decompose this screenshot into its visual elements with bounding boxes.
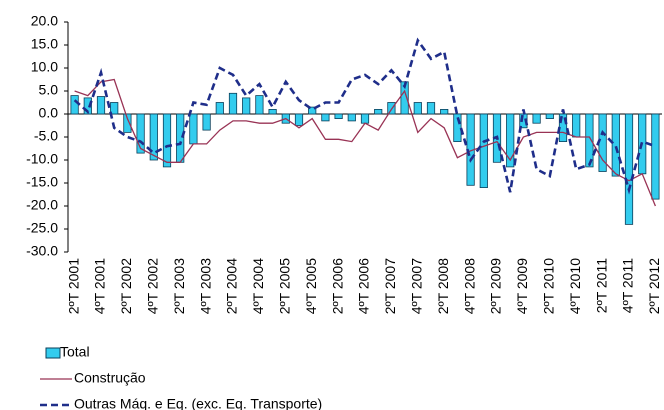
x-tick-label: 4ºT 2008 bbox=[461, 258, 477, 314]
x-tick-label: 2ºT 2003 bbox=[171, 258, 187, 314]
x-tick-label: 4ºT 2001 bbox=[92, 258, 108, 314]
y-tick-label: -5.0 bbox=[34, 128, 58, 144]
bar bbox=[426, 102, 436, 115]
legend-label: Total bbox=[60, 344, 90, 360]
x-tick-label: 2ºT 2005 bbox=[277, 258, 293, 314]
y-tick-label: -10.0 bbox=[26, 151, 58, 167]
series-line bbox=[73, 37, 656, 195]
bar bbox=[189, 113, 198, 145]
x-tick-label: 2ºT 2012 bbox=[646, 258, 662, 314]
x-tick-label: 4ºT 2002 bbox=[145, 258, 161, 314]
x-tick-label: 2ºT 2009 bbox=[488, 258, 504, 314]
y-tick-label: -15.0 bbox=[26, 174, 58, 190]
bar bbox=[321, 113, 330, 122]
bar bbox=[440, 109, 449, 115]
bar bbox=[506, 113, 515, 168]
x-tick-label: 2ºT 2008 bbox=[435, 258, 451, 314]
y-tick-label: 0.0 bbox=[39, 105, 59, 121]
x-tick-label: 4ºT 2005 bbox=[303, 258, 319, 314]
bar bbox=[202, 113, 211, 131]
bar bbox=[110, 102, 119, 115]
bar bbox=[360, 113, 370, 124]
bar bbox=[162, 113, 172, 168]
y-tick-label: 15.0 bbox=[31, 36, 58, 52]
bar bbox=[479, 113, 488, 188]
bar bbox=[70, 95, 79, 115]
x-tick-label: 2ºT 2007 bbox=[382, 258, 398, 314]
x-tick-label: 4ºT 2011 bbox=[620, 258, 636, 313]
y-tick-label: 5.0 bbox=[39, 82, 59, 98]
y-tick-label: 20.0 bbox=[31, 13, 58, 29]
x-tick-label: 4ºT 2009 bbox=[514, 258, 530, 314]
y-tick-label: -25.0 bbox=[26, 220, 58, 236]
bar bbox=[347, 113, 356, 122]
bar bbox=[585, 113, 594, 168]
x-tick-label: 2ºT 2001 bbox=[65, 258, 81, 314]
x-tick-label: 2ºT 2004 bbox=[224, 258, 240, 314]
bar bbox=[96, 96, 106, 115]
bar bbox=[611, 113, 620, 177]
x-tick-label: 4ºT 2003 bbox=[197, 258, 213, 314]
bar bbox=[624, 113, 634, 225]
legend-swatch bbox=[45, 347, 61, 359]
bar bbox=[149, 113, 158, 161]
bar bbox=[268, 109, 277, 115]
x-tick-label: 4ºT 2010 bbox=[567, 258, 583, 314]
bar bbox=[413, 102, 422, 115]
bar bbox=[572, 113, 581, 138]
bar bbox=[176, 113, 185, 163]
x-tick-label: 2ºT 2006 bbox=[329, 258, 345, 314]
x-tick-label: 4ºT 2006 bbox=[356, 258, 372, 314]
bar bbox=[83, 97, 92, 115]
x-tick-label: 4ºT 2004 bbox=[250, 258, 266, 314]
bar bbox=[308, 106, 317, 115]
x-tick-label: 2ºT 2002 bbox=[118, 258, 134, 314]
bar bbox=[545, 113, 554, 119]
bar bbox=[374, 109, 383, 115]
legend-label: Outras Máq. e Eq. (exc. Eq. Transporte) bbox=[74, 396, 322, 410]
bar bbox=[242, 97, 251, 115]
bar bbox=[532, 113, 541, 124]
series-line bbox=[74, 78, 657, 207]
y-tick-label: 10.0 bbox=[31, 59, 58, 75]
bar bbox=[387, 102, 396, 115]
y-tick-label: -30.0 bbox=[26, 243, 58, 259]
bar bbox=[294, 113, 304, 126]
bar bbox=[334, 113, 343, 119]
bar bbox=[123, 113, 132, 133]
x-tick-label: 4ºT 2007 bbox=[409, 258, 425, 314]
bar bbox=[453, 113, 462, 143]
bar bbox=[651, 113, 660, 200]
bar bbox=[215, 102, 224, 115]
y-tick-label: -20.0 bbox=[26, 197, 58, 213]
x-tick-label: 2ºT 2010 bbox=[541, 258, 557, 314]
bar bbox=[228, 92, 238, 115]
x-tick-label: 2ºT 2011 bbox=[593, 258, 609, 313]
legend-label: Construção bbox=[74, 370, 146, 386]
bar bbox=[136, 113, 145, 154]
bar bbox=[255, 95, 264, 115]
